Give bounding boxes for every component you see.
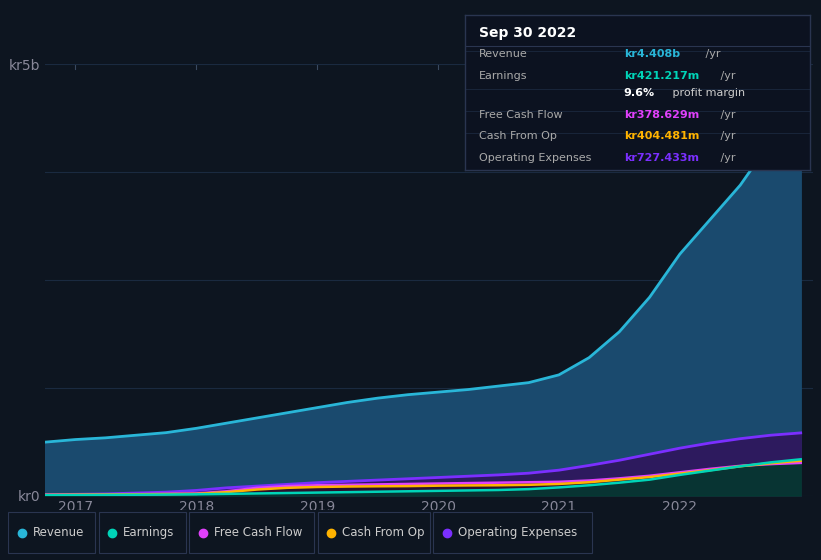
Text: /yr: /yr — [717, 110, 736, 119]
Text: Revenue: Revenue — [32, 526, 84, 539]
FancyBboxPatch shape — [318, 512, 429, 553]
Text: Earnings: Earnings — [123, 526, 174, 539]
Text: Earnings: Earnings — [479, 71, 527, 81]
Text: kr421.217m: kr421.217m — [624, 71, 699, 81]
Text: Operating Expenses: Operating Expenses — [479, 153, 591, 163]
Text: kr4.408b: kr4.408b — [624, 49, 680, 59]
Text: /yr: /yr — [717, 153, 736, 163]
Text: kr727.433m: kr727.433m — [624, 153, 699, 163]
Text: Revenue: Revenue — [479, 49, 528, 59]
Text: Operating Expenses: Operating Expenses — [457, 526, 577, 539]
Text: /yr: /yr — [702, 49, 720, 59]
Text: /yr: /yr — [717, 71, 736, 81]
Text: Free Cash Flow: Free Cash Flow — [479, 110, 562, 119]
Text: kr378.629m: kr378.629m — [624, 110, 699, 119]
FancyBboxPatch shape — [8, 512, 95, 553]
Text: Sep 30 2022: Sep 30 2022 — [479, 26, 576, 40]
Text: kr404.481m: kr404.481m — [624, 131, 699, 141]
Text: 9.6%: 9.6% — [624, 88, 655, 98]
Text: Cash From Op: Cash From Op — [479, 131, 557, 141]
Text: /yr: /yr — [717, 131, 736, 141]
FancyBboxPatch shape — [190, 512, 314, 553]
Text: profit margin: profit margin — [668, 88, 745, 98]
FancyBboxPatch shape — [433, 512, 592, 553]
Text: Free Cash Flow: Free Cash Flow — [213, 526, 302, 539]
FancyBboxPatch shape — [99, 512, 186, 553]
Text: Cash From Op: Cash From Op — [342, 526, 424, 539]
